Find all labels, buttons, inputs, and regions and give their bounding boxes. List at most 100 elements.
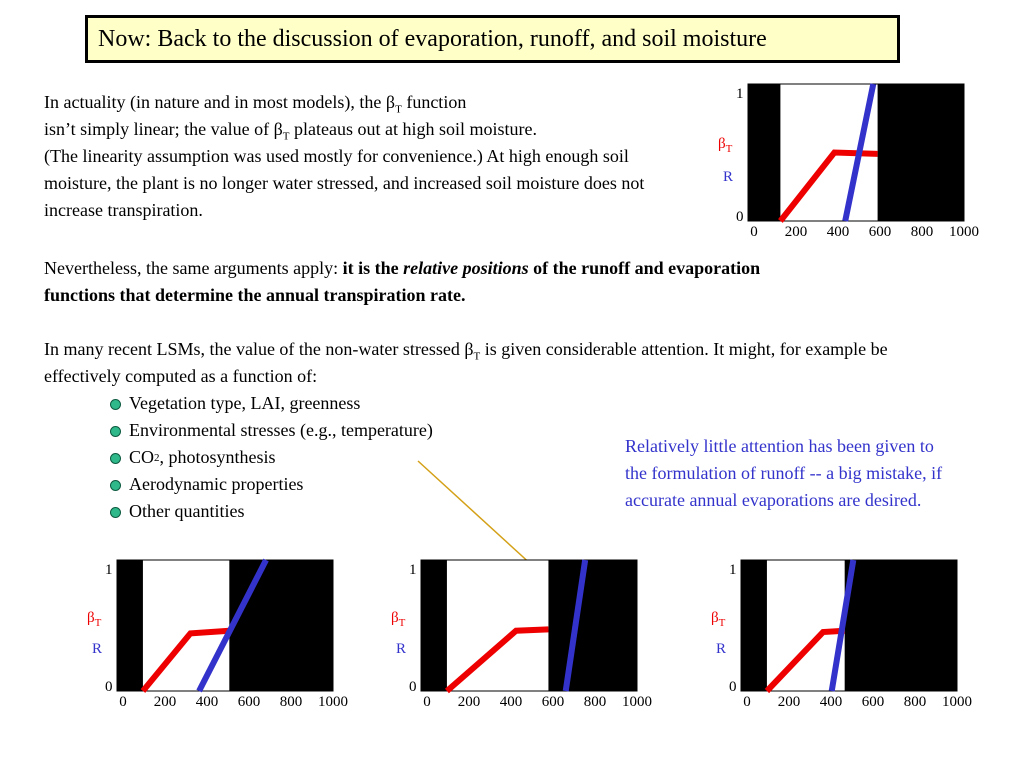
beta-runoff-chart: 1 0 βT R 0 200 400 600 800 1000 (718, 83, 979, 240)
shaded-region (748, 84, 781, 221)
beta-runoff-chart: 1 0 βT R 0 200 400 600 800 1000 (711, 559, 972, 710)
p2-bold-italic: relative positions (403, 258, 529, 278)
x-tick-label: 200 (153, 694, 177, 710)
x-tick-label: 200 (777, 694, 801, 710)
legend-beta-subscript: T (725, 143, 733, 156)
p2-text: Nevertheless, the same arguments apply: (44, 258, 343, 278)
y-tick-label: 1 (409, 562, 417, 578)
y-tick-label: 0 (105, 679, 113, 695)
legend-runoff: R (716, 641, 727, 658)
x-tick-label: 800 (903, 694, 927, 710)
y-tick-label: 1 (729, 562, 737, 578)
slide-title: Now: Back to the discussion of evaporati… (85, 15, 900, 63)
shaded-region (229, 560, 333, 691)
legend-runoff: R (396, 641, 407, 658)
beta-subscript: T (395, 103, 402, 116)
p1-text-a: In actuality (in nature and in most mode… (44, 92, 386, 112)
chart-plot-area (116, 558, 334, 693)
legend-beta-subscript: T (94, 616, 102, 629)
list-item: Aerodynamic properties (110, 471, 433, 498)
p3-text-a: In many recent LSMs, the value of the no… (44, 339, 465, 359)
x-tick-label: 400 (826, 224, 850, 240)
bullet-dot-icon (110, 507, 121, 518)
legend-runoff: R (92, 641, 103, 658)
beta-series-line (764, 627, 845, 694)
y-tick-label: 0 (736, 209, 744, 225)
beta-symbol: β (464, 339, 474, 359)
list-item-text: Environmental stresses (e.g., temperatur… (129, 420, 433, 440)
bullet-dot-icon (110, 399, 121, 410)
legend-beta: βT (87, 609, 102, 629)
p1-text-b: function (401, 92, 467, 112)
legend-beta-subscript: T (718, 616, 726, 629)
x-tick-label: 0 (750, 224, 758, 240)
paragraph-relative-positions: Nevertheless, the same arguments apply: … (44, 255, 804, 309)
y-tick-label: 0 (729, 679, 737, 695)
shaded-region (741, 560, 767, 691)
beta-runoff-chart: 1 0 βT R 0 200 400 600 800 1000 (391, 559, 652, 710)
bullet-dot-icon (110, 426, 121, 437)
list-item-text: Other quantities (129, 501, 245, 521)
x-tick-label: 600 (861, 694, 885, 710)
chart-plot-area (747, 83, 965, 223)
factor-list: Vegetation type, LAI, greenness Environm… (110, 390, 433, 525)
beta-series-line (778, 149, 878, 223)
x-tick-label: 400 (195, 694, 219, 710)
runoff-series-line (828, 559, 857, 692)
beta-series-line (444, 626, 549, 694)
x-tick-label: 600 (237, 694, 261, 710)
x-tick-label: 1000 (942, 694, 972, 710)
y-tick-label: 1 (105, 562, 113, 578)
x-tick-label: 800 (910, 224, 934, 240)
x-tick-label: 0 (119, 694, 127, 710)
legend-beta: βT (711, 609, 726, 629)
list-item: CO 2, photosynthesis (110, 444, 433, 471)
x-tick-label: 400 (819, 694, 843, 710)
chart-plot-area (420, 559, 638, 694)
x-tick-label: 1000 (949, 224, 979, 240)
shaded-region (844, 560, 957, 691)
x-tick-label: 1000 (622, 694, 652, 710)
list-item-text: Vegetation type, LAI, greenness (129, 393, 361, 413)
bullet-dot-icon (110, 453, 121, 464)
paragraph-beta-function: In actuality (in nature and in most mode… (44, 89, 694, 224)
x-tick-label: 400 (499, 694, 523, 710)
list-item: Vegetation type, LAI, greenness (110, 390, 433, 417)
list-item-text: CO (129, 447, 155, 467)
beta-subscript: T (473, 350, 481, 363)
slide-title-text: Now: Back to the discussion of evaporati… (98, 25, 767, 52)
p1-text-d: plateaus out at high soil moisture. (289, 119, 537, 139)
legend-beta-subscript: T (398, 616, 406, 629)
x-tick-label: 800 (279, 694, 303, 710)
legend-runoff: R (723, 168, 734, 185)
beta-series-line (140, 627, 230, 693)
runoff-note: Relatively little attention has been giv… (625, 436, 943, 510)
p1-text-c: isn’t simply linear; the value of (44, 119, 274, 139)
x-tick-label: 0 (743, 694, 751, 710)
x-tick-label: 600 (868, 224, 892, 240)
legend-beta: βT (718, 136, 733, 156)
runoff-series-line (562, 559, 589, 692)
x-tick-label: 800 (583, 694, 607, 710)
p3-text-b: is given considerable attention. It migh… (44, 339, 888, 386)
beta-symbol: β (385, 92, 396, 112)
beta-runoff-chart: 1 0 βT R 0 200 400 600 800 1000 (87, 558, 348, 710)
paragraph-lsm: In many recent LSMs, the value of the no… (44, 336, 944, 390)
shaded-region (117, 560, 143, 691)
y-tick-label: 0 (409, 679, 417, 695)
shaded-region (421, 560, 447, 691)
p1-text-rest: (The linearity assumption was used mostl… (44, 146, 645, 220)
bullet-dot-icon (110, 480, 121, 491)
beta-symbol: β (273, 119, 283, 139)
beta-subscript: T (282, 130, 290, 143)
runoff-series-line (842, 83, 877, 222)
runoff-series-line (196, 558, 269, 693)
x-tick-label: 1000 (318, 694, 348, 710)
y-tick-label: 1 (736, 86, 744, 102)
chart-plot-area (740, 559, 958, 694)
legend-beta: βT (391, 609, 406, 629)
list-item: Other quantities (110, 498, 433, 525)
list-item-text: Aerodynamic properties (129, 474, 304, 494)
p2-bold-b: of the runoff and evaporation functions … (44, 258, 761, 305)
shaded-region (877, 84, 964, 221)
